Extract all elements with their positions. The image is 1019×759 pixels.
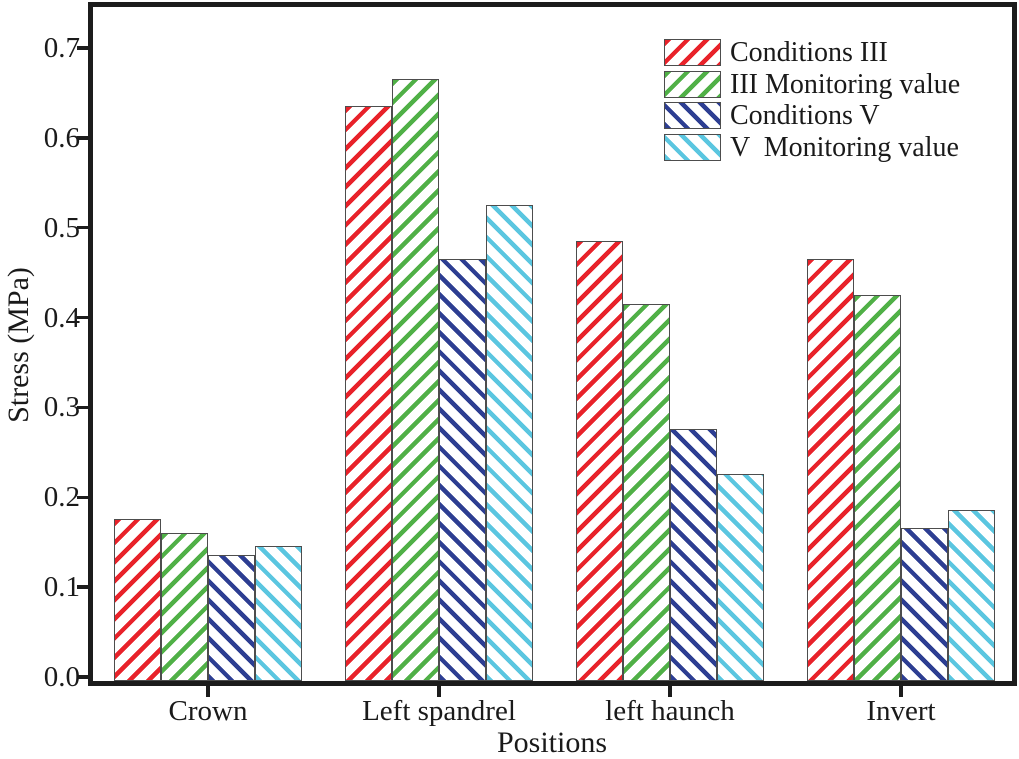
y-tick [77, 46, 88, 50]
legend-label: Conditions V [730, 100, 880, 131]
bar [807, 258, 854, 681]
y-tick [77, 225, 88, 230]
x-category-label: Invert [866, 695, 936, 727]
bar [717, 474, 764, 681]
y-tick [77, 495, 88, 500]
bar [345, 105, 392, 681]
legend-swatch [664, 133, 721, 161]
y-tick-label: 0.4 [43, 301, 80, 334]
x-tick [437, 686, 441, 697]
x-tick [668, 686, 672, 697]
legend: Conditions III III Monitoring value Condit… [664, 39, 960, 165]
legend-label: III Monitoring value [730, 68, 961, 100]
y-tick-label: 0.2 [43, 481, 80, 514]
y-tick-label: 0.7 [43, 31, 80, 64]
bar [161, 532, 208, 681]
y-tick [77, 585, 88, 589]
bar [439, 258, 486, 681]
bar [854, 294, 901, 681]
legend-label: Conditions III [730, 37, 888, 68]
legend-item: Conditions III [664, 37, 960, 68]
y-tick-label: 0.1 [43, 571, 80, 604]
bar [901, 528, 948, 681]
y-tick [77, 405, 88, 410]
bar [208, 555, 255, 681]
legend-item: Conditions V [664, 100, 960, 131]
x-tick [206, 686, 210, 697]
bar [623, 303, 670, 681]
bar [576, 240, 623, 681]
bar [255, 546, 302, 681]
x-axis-title: Positions [496, 726, 608, 759]
bar [392, 78, 439, 681]
y-tick-label: 0.0 [43, 661, 80, 693]
legend-swatch [664, 70, 721, 98]
y-tick-label: 0.6 [43, 121, 80, 154]
x-category-label: Crown [168, 695, 248, 727]
legend-swatch [664, 102, 721, 129]
x-tick [899, 686, 903, 697]
y-tick [77, 136, 88, 140]
bar [486, 204, 533, 681]
legend-item: III Monitoring value [664, 68, 961, 100]
legend-swatch [664, 39, 721, 66]
y-tick-label: 0.3 [43, 391, 80, 424]
bars-layer [93, 7, 1012, 681]
bar [114, 519, 161, 681]
y-tick [77, 675, 88, 679]
legend-label: V Monitoring value [730, 131, 959, 163]
x-category-label: left haunch [605, 695, 735, 727]
x-category-label: Left spandrel [362, 695, 516, 727]
y-tick [77, 315, 88, 320]
y-tick-label: 0.5 [43, 211, 80, 244]
bar [670, 429, 717, 681]
bar [948, 510, 995, 681]
legend-item: V Monitoring value [664, 131, 960, 163]
